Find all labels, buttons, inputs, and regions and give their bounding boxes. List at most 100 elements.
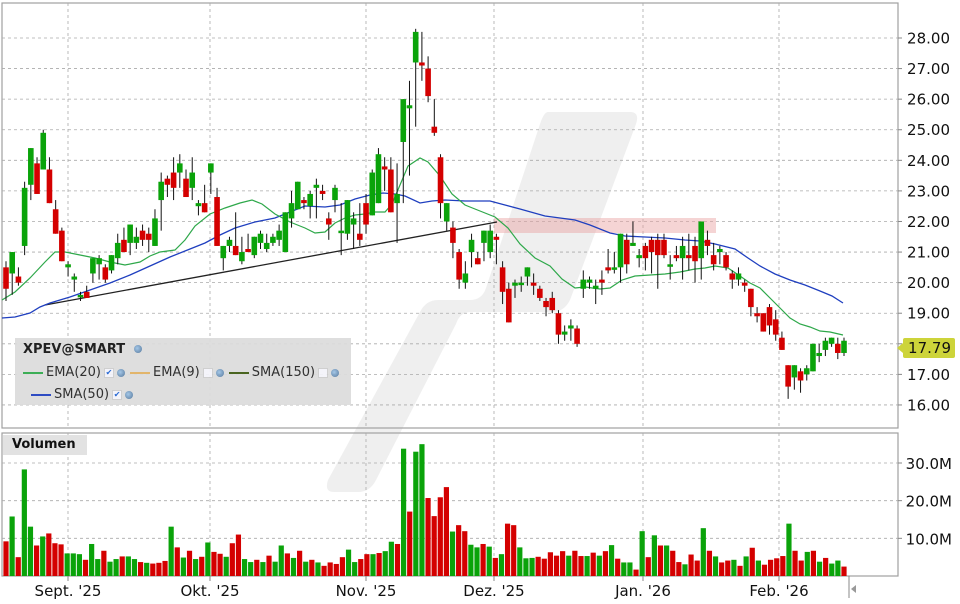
- candles: [3, 28, 847, 399]
- volume-panel-label: Volumen: [3, 435, 87, 455]
- symbol-settings-icon[interactable]: [133, 345, 142, 353]
- candle: [412, 31, 419, 63]
- volume-bar: [309, 559, 315, 576]
- legend-symbol: XPEV@SMART: [23, 342, 145, 357]
- volume-bar: [437, 497, 443, 576]
- sma150-settings-icon[interactable]: [331, 368, 340, 377]
- volume-bar: [27, 526, 34, 576]
- trendline[interactable]: [44, 221, 498, 306]
- volume-bar: [333, 563, 339, 576]
- volume-bar: [15, 557, 21, 576]
- volume-bar: [731, 559, 737, 576]
- volume-bar: [413, 451, 419, 576]
- volume-bar: [131, 559, 138, 576]
- ema20-settings-icon[interactable]: [117, 368, 126, 377]
- volume-bar: [670, 550, 676, 576]
- volume-bar: [321, 565, 327, 576]
- volume-bar: [712, 556, 719, 576]
- volume-bar: [352, 562, 358, 576]
- volume-bar: [749, 547, 755, 576]
- volume-bar: [737, 565, 743, 576]
- time-axis-label: Okt. '25: [180, 582, 239, 600]
- volume-bar: [823, 557, 829, 576]
- candle: [748, 288, 754, 308]
- time-axis-label: Feb. '26: [749, 582, 808, 600]
- volume-bar: [156, 562, 162, 576]
- sma50-settings-icon[interactable]: [125, 390, 134, 399]
- candle: [437, 157, 444, 204]
- candle: [580, 279, 587, 289]
- candle: [611, 267, 618, 270]
- volume-bar: [345, 549, 352, 576]
- sma150-checkbox[interactable]: [318, 367, 329, 378]
- volume-bar: [560, 551, 566, 576]
- scroll-right-arrow-icon[interactable]: [851, 585, 856, 593]
- price-axis-label: 16.00: [907, 396, 950, 414]
- candle: [592, 285, 599, 289]
- candle: [251, 236, 258, 256]
- candle: [549, 297, 556, 311]
- volume-bar: [566, 555, 572, 576]
- legend-item-sma150: SMA(150): [228, 365, 342, 380]
- candle: [537, 288, 543, 298]
- price-axis-label: 23.00: [907, 182, 950, 200]
- ema9-checkbox[interactable]: [202, 367, 213, 378]
- volume-bar: [456, 525, 462, 576]
- candle: [108, 255, 115, 271]
- volume-bar: [364, 554, 370, 576]
- candle: [450, 227, 456, 243]
- candle: [623, 239, 630, 265]
- volume-bar: [235, 534, 242, 576]
- candle: [487, 230, 493, 253]
- candle: [698, 221, 705, 259]
- volume-bar: [199, 556, 205, 576]
- volume-bar: [248, 562, 254, 576]
- volume-bar: [211, 551, 217, 576]
- volume-bar: [578, 556, 584, 576]
- volume-bar: [615, 558, 621, 576]
- volume-bar: [174, 547, 180, 576]
- price-axis-label: 19.00: [907, 305, 950, 323]
- volume-bar: [125, 556, 131, 576]
- ema9-settings-icon[interactable]: [215, 368, 224, 377]
- volume-bar: [33, 545, 40, 576]
- volume-bar: [107, 561, 113, 576]
- volume-bar: [21, 469, 27, 576]
- volume-bar: [725, 560, 731, 576]
- candle: [96, 258, 102, 265]
- candle: [791, 365, 798, 378]
- volume-bar: [431, 516, 437, 576]
- candle: [828, 337, 835, 344]
- candle: [506, 288, 512, 323]
- price-axis-label: 20.00: [907, 274, 950, 292]
- volume-bar: [553, 555, 560, 576]
- candle: [21, 187, 28, 246]
- sma50-checkbox[interactable]: ✔: [112, 389, 123, 400]
- candle: [214, 197, 220, 246]
- candle: [232, 245, 239, 256]
- volume-bar: [627, 562, 633, 576]
- candle: [263, 242, 270, 250]
- volume-bar: [315, 562, 321, 576]
- volume-bar: [755, 560, 761, 576]
- volume-bar: [407, 511, 413, 576]
- ema9-label: EMA(9): [153, 365, 200, 380]
- candle: [363, 203, 369, 225]
- indicator-legend: XPEV@SMART EMA(20) ✔ EMA(9) SMA(150): [15, 338, 351, 405]
- volume-bar: [162, 560, 168, 576]
- volume-bar: [700, 528, 706, 576]
- time-axis-label: Dez. '25: [463, 582, 524, 600]
- candle: [803, 368, 810, 375]
- candle: [431, 126, 438, 133]
- candle: [779, 337, 785, 350]
- candle: [239, 252, 245, 262]
- volume-bar: [339, 557, 346, 576]
- candle: [201, 203, 208, 213]
- volume-axis-label: 20.0M: [906, 493, 952, 511]
- candle: [294, 181, 301, 210]
- ema20-checkbox[interactable]: ✔: [104, 367, 115, 378]
- candle: [654, 239, 661, 256]
- sma50-line-swatch: [31, 393, 51, 396]
